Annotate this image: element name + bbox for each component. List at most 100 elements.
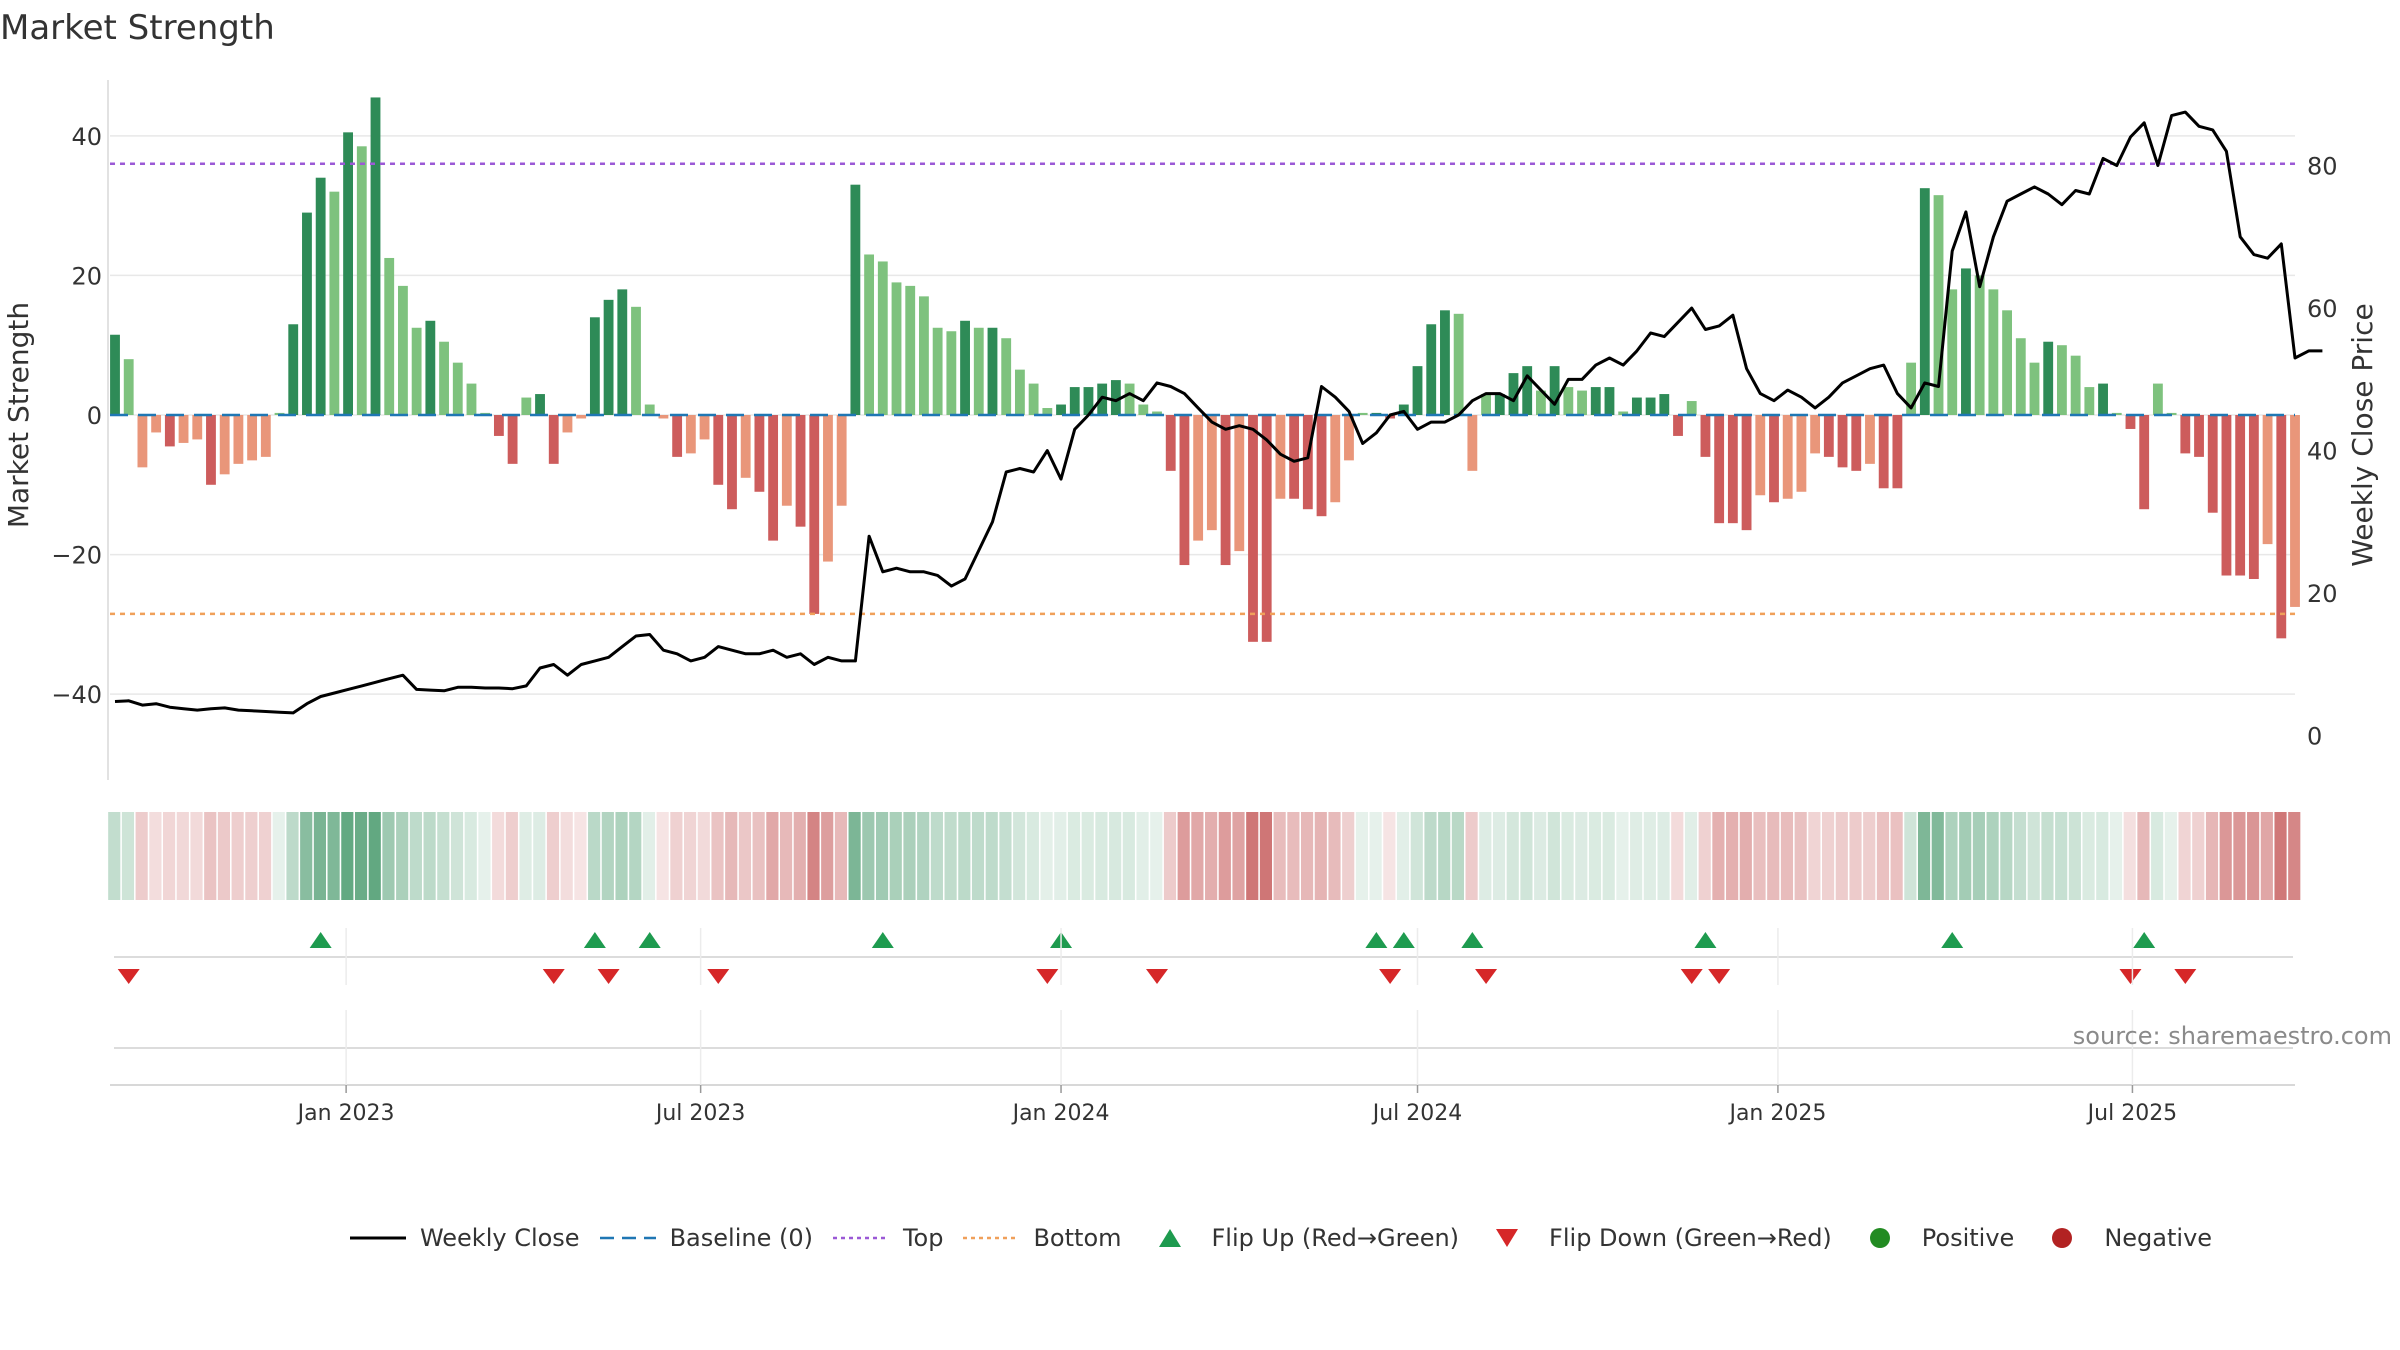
strength-cell (2274, 812, 2287, 900)
strength-bar (850, 184, 861, 415)
strength-bar (1522, 366, 1533, 415)
strength-bar (2029, 362, 2040, 415)
strength-cell (2109, 812, 2123, 900)
date-tick-label: Jul 2025 (2086, 1101, 2178, 1126)
strength-cell (1136, 812, 1149, 900)
strength-bar (2180, 415, 2191, 454)
strength-cell (1109, 812, 1122, 900)
strength-cell (163, 812, 176, 900)
strength-bar (1755, 415, 1766, 496)
strength-bar (562, 415, 573, 433)
strength-bar (589, 317, 600, 415)
legend-label: Negative (2104, 1224, 2213, 1252)
left-axis-label: Market Strength (2, 302, 35, 528)
strength-bar (384, 257, 395, 415)
strength-cell (1218, 812, 1231, 900)
legend-item-top: Top (831, 1224, 943, 1252)
strength-bar (631, 306, 641, 415)
strength-cell (1479, 812, 1492, 900)
left-tick-label: −20 (51, 542, 102, 570)
strength-bar (1508, 373, 1519, 415)
strength-cell (752, 812, 765, 900)
legend-item-bottom: Bottom (961, 1224, 1122, 1252)
flip-down-marker (1680, 969, 1703, 984)
strength-bar (1316, 415, 1327, 517)
strength-bar (1248, 415, 1258, 642)
strength-bar (1618, 411, 1629, 415)
strength-bar (1906, 362, 1917, 415)
strength-bar (1659, 394, 1670, 415)
strength-bar (452, 362, 463, 415)
strength-bar (905, 285, 916, 415)
strength-bar (1782, 415, 1793, 499)
strength-cell (725, 812, 738, 900)
date-axis: Jan 2023 Jul 2023 Jan 2024 Jul 2024 Jan 2025… (110, 928, 2295, 1126)
flip-up-marker (638, 932, 661, 948)
strength-bar (823, 415, 833, 562)
strength-cell (1205, 812, 1218, 900)
strength-bar (987, 327, 998, 415)
strength-bar (781, 415, 792, 506)
strength-bar (2070, 355, 2081, 415)
strength-cell (1287, 812, 1300, 900)
strength-cell (2205, 812, 2219, 900)
strength-cell (848, 812, 861, 900)
strength-cell (1780, 812, 1794, 900)
strength-cell (546, 812, 560, 900)
flip-down-marker (1379, 969, 1402, 984)
strength-cell (1369, 812, 1382, 900)
strength-cell (1259, 812, 1273, 900)
strength-cell (601, 812, 614, 900)
flip-down-marker (1708, 969, 1731, 984)
right-tick-label: 40 (2307, 438, 2338, 466)
strength-cell (999, 812, 1012, 900)
strength-bar (1152, 411, 1162, 415)
strength-cell (1191, 812, 1204, 900)
strength-bar (1261, 415, 1272, 642)
strength-bar (1124, 383, 1135, 415)
strength-cell (1602, 812, 1615, 900)
strength-bar (1741, 415, 1752, 531)
strength-cell (2096, 812, 2109, 900)
strength-bar (727, 415, 737, 510)
strength-cell (2219, 812, 2232, 900)
date-tick-label: Jul 2023 (654, 1101, 746, 1126)
legend-label: Weekly Close (419, 1224, 580, 1252)
strength-cell (1232, 812, 1245, 900)
strength-cell (1630, 812, 1643, 900)
strength-cell (779, 812, 793, 900)
strength-cell (1986, 812, 1999, 900)
strength-cell (204, 812, 217, 900)
strength-bar (740, 415, 751, 478)
strength-bar (535, 394, 545, 415)
strength-bar (302, 212, 312, 415)
strength-bar (164, 415, 175, 447)
strength-cell (231, 812, 244, 900)
triangle-up-icon (1158, 1229, 1181, 1247)
strength-bar (1165, 415, 1176, 471)
strength-cell (1561, 812, 1574, 900)
strength-bar (411, 327, 422, 415)
strength-cell (738, 812, 752, 900)
strength-cell (917, 812, 930, 900)
strength-cell (2027, 812, 2040, 900)
strength-bar (1453, 313, 1464, 415)
strength-cell (2233, 812, 2246, 900)
strength-bar (1220, 415, 1231, 566)
strength-cell (1410, 812, 1423, 900)
strength-bar (466, 383, 477, 415)
strength-cell (1575, 812, 1588, 900)
strength-bar (1083, 387, 1094, 415)
strength-cell (135, 812, 148, 900)
date-tick-label: Jan 2025 (1727, 1101, 1826, 1126)
strength-bar (2152, 383, 2163, 415)
strength-cell (1917, 812, 1931, 900)
strength-bar (1056, 404, 1066, 415)
strength-cell (684, 812, 697, 900)
strength-cell (1342, 812, 1355, 900)
strength-cell (1712, 812, 1725, 900)
strength-bar (1069, 387, 1080, 415)
legend-label: Bottom (1033, 1224, 1122, 1252)
strength-cell (1945, 812, 1958, 900)
flip-down-marker (117, 969, 140, 984)
